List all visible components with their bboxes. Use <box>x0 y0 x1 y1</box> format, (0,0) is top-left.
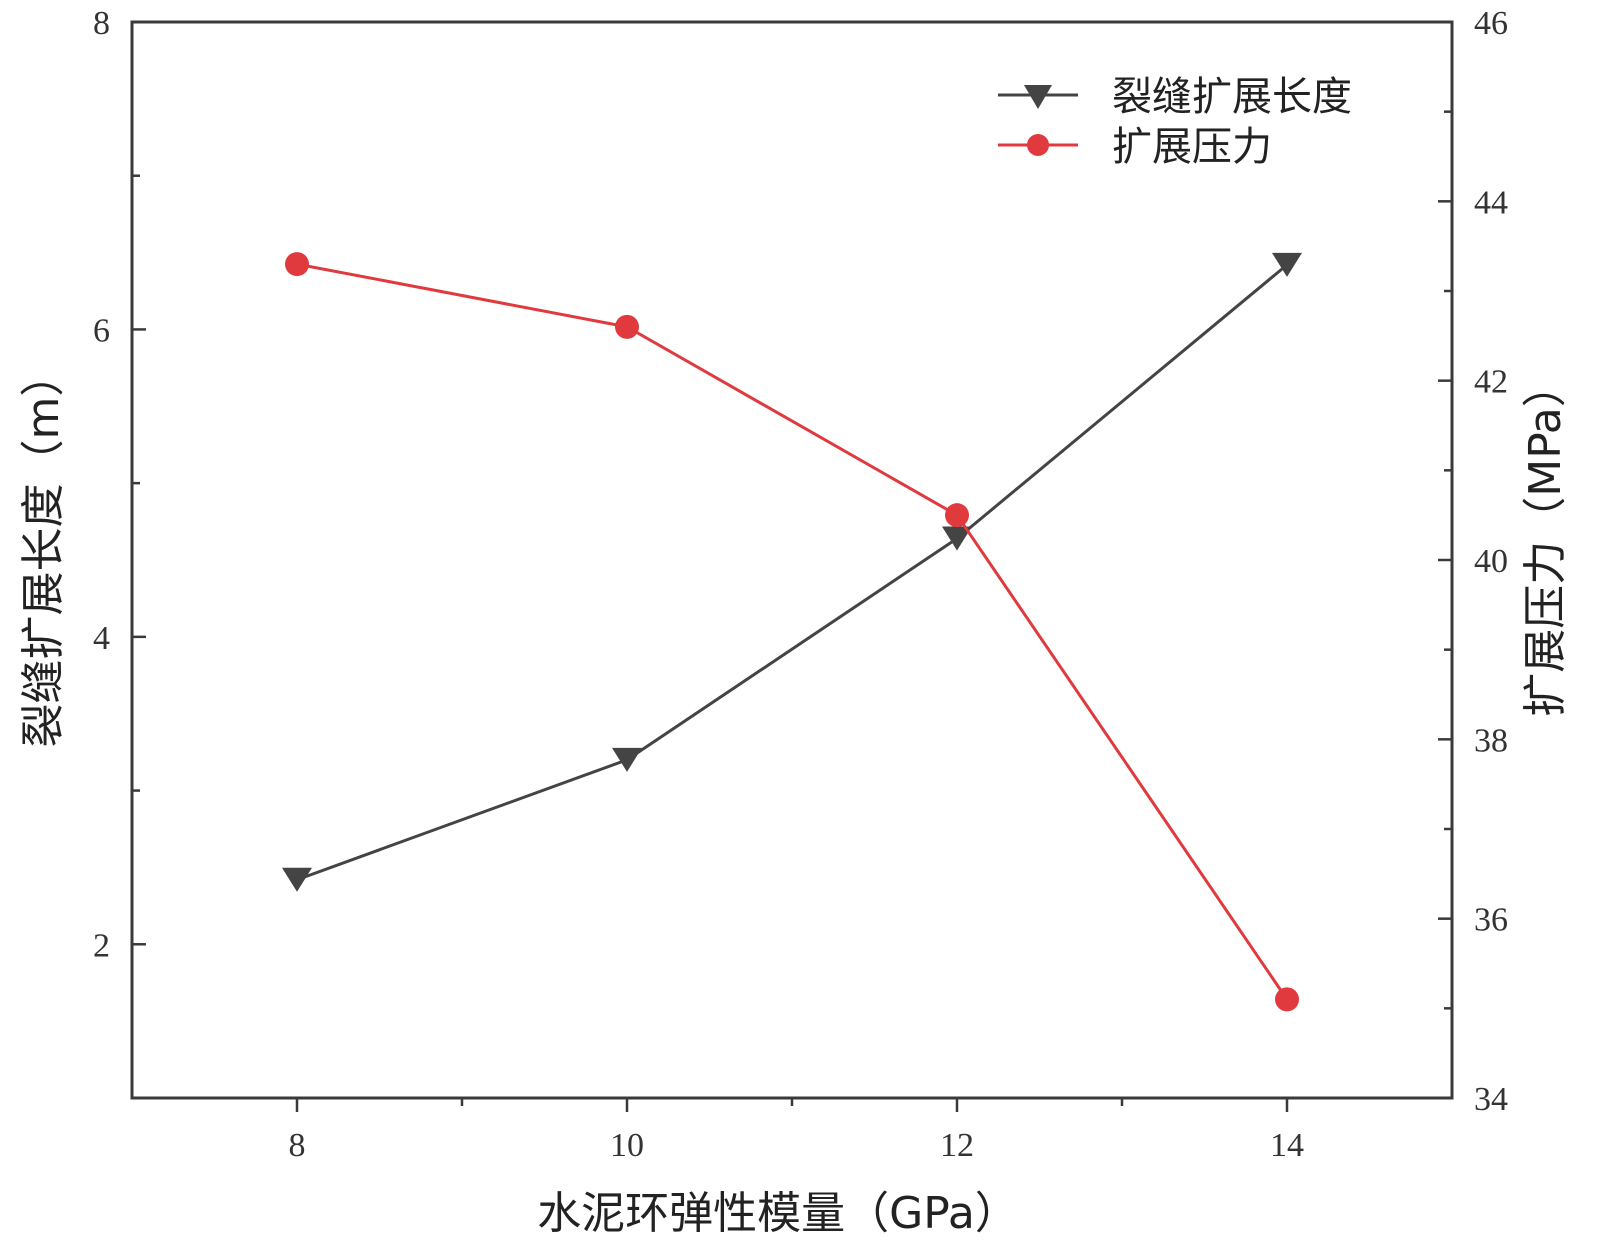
y-right-tick-label: 38 <box>1474 722 1508 759</box>
y-axis-title-right: 扩展压力（MPa） <box>1520 363 1571 716</box>
data-point-pressure <box>615 314 639 339</box>
y-right-tick-label: 46 <box>1474 5 1508 42</box>
series-line-length <box>296 263 1288 882</box>
y-left-tick-label: 2 <box>93 927 110 964</box>
legend-marker-length <box>1024 85 1052 109</box>
data-point-length <box>612 747 642 772</box>
data-point-length <box>1272 252 1302 277</box>
data-point-length <box>282 867 312 892</box>
x-tick-label: 12 <box>940 1127 974 1164</box>
y-left-tick-label: 6 <box>93 312 110 349</box>
legend: 裂缝扩展长度 扩展压力 <box>998 74 1352 170</box>
data-point-pressure <box>945 503 969 528</box>
y-left-tick-label: 4 <box>93 620 110 657</box>
data-point-length <box>942 526 972 551</box>
x-tick-label: 14 <box>1270 1127 1304 1164</box>
y-axis-title-left: 裂缝扩展长度（m） <box>18 353 69 748</box>
plot-series <box>282 252 1302 1012</box>
y-right-tick-label: 40 <box>1474 543 1508 580</box>
y-right-tick-label: 34 <box>1474 1081 1508 1118</box>
legend-marker-pressure <box>1027 134 1049 156</box>
x-tick-label: 10 <box>610 1127 644 1164</box>
legend-label-pressure: 扩展压力 <box>1112 124 1272 170</box>
series-line-pressure <box>296 262 1289 1001</box>
legend-label-length: 裂缝扩展长度 <box>1112 74 1352 120</box>
axes <box>130 20 1454 1100</box>
y-right-tick-label: 42 <box>1474 364 1508 401</box>
y-left-tick-label: 8 <box>93 5 110 42</box>
y-right-tick-label: 36 <box>1474 902 1508 939</box>
x-axis-title: 水泥环弹性模量（GPa） <box>537 1188 1019 1239</box>
x-tick-label: 8 <box>289 1127 306 1164</box>
data-point-pressure <box>1275 987 1299 1012</box>
data-point-pressure <box>285 252 309 277</box>
y-right-tick-label: 44 <box>1474 184 1508 221</box>
